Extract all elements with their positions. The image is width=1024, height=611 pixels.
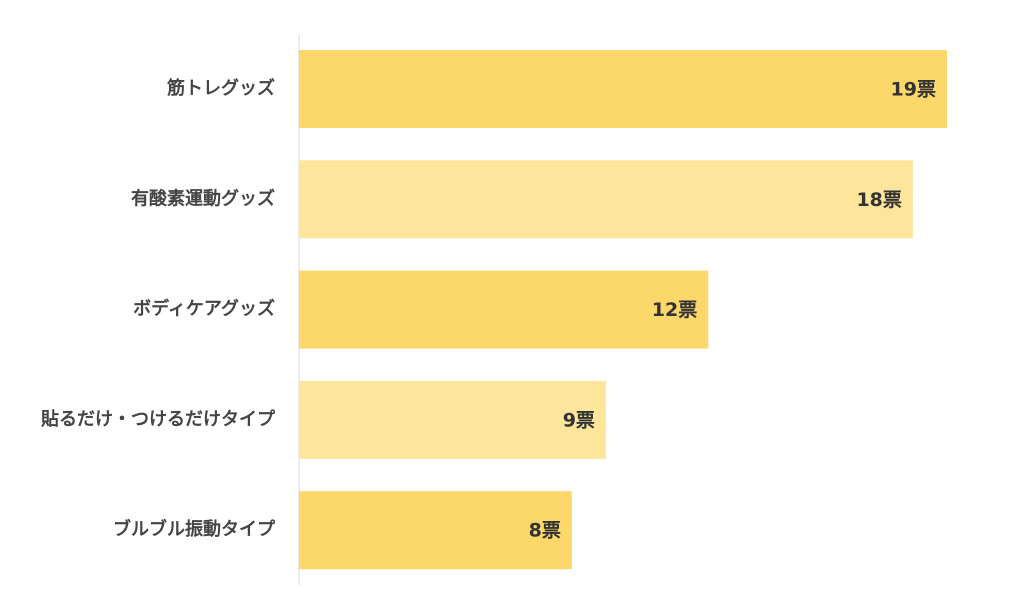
bar bbox=[299, 491, 572, 570]
value-label: 18票 bbox=[856, 189, 901, 211]
bar bbox=[299, 50, 947, 128]
category-label: 有酸素運動グッズ bbox=[131, 187, 275, 209]
value-label: 19票 bbox=[891, 79, 936, 101]
category-label: 貼るだけ・つけるだけタイプ bbox=[41, 408, 276, 430]
value-label: 8票 bbox=[529, 520, 561, 542]
category-label: 筋トレグッズ bbox=[167, 77, 275, 99]
bar bbox=[299, 380, 606, 459]
category-label: ボディケアグッズ bbox=[133, 298, 275, 320]
bar bbox=[299, 270, 709, 349]
bar bbox=[299, 160, 913, 239]
value-label: 12票 bbox=[652, 299, 697, 321]
category-label: ブルブル振動タイプ bbox=[113, 518, 276, 540]
value-label: 9票 bbox=[563, 409, 595, 431]
